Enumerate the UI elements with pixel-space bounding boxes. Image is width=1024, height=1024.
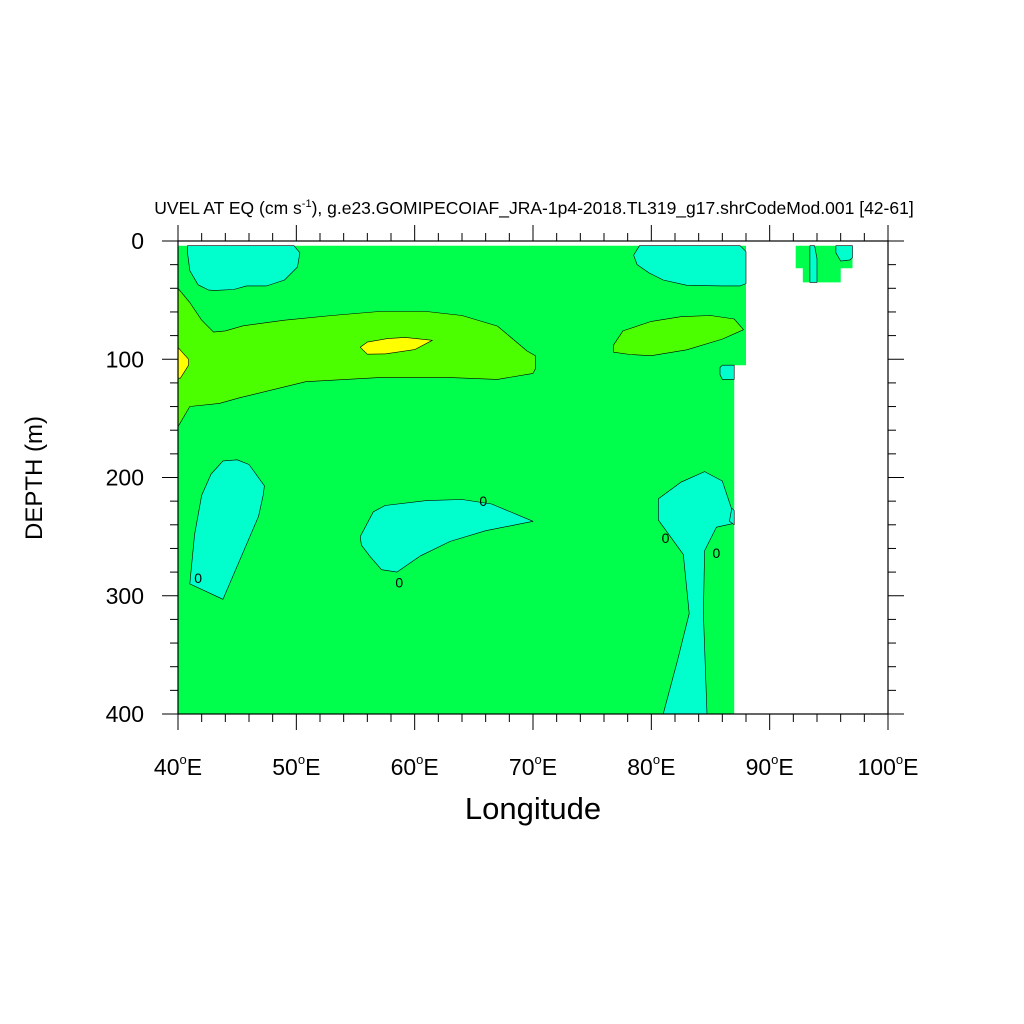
negative-velocity-west-surface xyxy=(187,245,301,291)
negative-velocity-east-deep xyxy=(658,471,734,714)
y-tick-label: 100 xyxy=(106,346,144,372)
strong-westward-core-center xyxy=(359,337,433,355)
negative-velocity-east-mid xyxy=(719,364,735,380)
contour-label-0: 0 xyxy=(194,570,202,586)
svg-text:0: 0 xyxy=(479,493,487,509)
negative-velocity-far-east-a xyxy=(809,245,818,283)
x-tick-label: 50oE xyxy=(272,752,320,780)
x-tick-label: 60oE xyxy=(391,752,439,780)
contour-fills xyxy=(178,245,853,714)
svg-text:0: 0 xyxy=(194,570,202,586)
x-tick-label: 40oE xyxy=(154,752,202,780)
chart-title: UVEL AT EQ (cm s-1), g.e23.GOMIPECOIAF_J… xyxy=(154,198,914,218)
negative-velocity-east-surface xyxy=(633,245,747,287)
negative-velocity-east-edge xyxy=(729,507,735,526)
y-tick-label: 300 xyxy=(106,583,144,609)
axis-ticks xyxy=(162,225,904,730)
y-tick-label: 0 xyxy=(131,228,144,254)
y-axis-label: DEPTH (m) xyxy=(21,416,48,540)
westward-jet-east-band xyxy=(613,315,744,357)
y-tick-label: 400 xyxy=(106,701,144,727)
negative-velocity-far-east-b xyxy=(835,245,853,262)
svg-text:0: 0 xyxy=(395,575,403,591)
negative-velocity-center-deep xyxy=(359,499,534,573)
y-axis-tick-labels: 0 100 200 300 400 xyxy=(106,228,144,727)
y-tick-label: 200 xyxy=(106,465,144,491)
x-tick-label: 70oE xyxy=(509,752,557,780)
negative-velocity-west-deep xyxy=(189,459,265,600)
contour-labels: 0 0 0 0 0 xyxy=(194,493,720,591)
contour-label-1: 0 xyxy=(395,575,403,591)
svg-text:0: 0 xyxy=(662,530,670,546)
x-tick-label: 90oE xyxy=(746,752,794,780)
contour-label-2: 0 xyxy=(479,493,487,509)
westward-jet-band xyxy=(178,287,536,428)
contour-label-4: 0 xyxy=(713,545,721,561)
strong-westward-core-west xyxy=(178,347,189,379)
x-tick-label: 80oE xyxy=(627,752,675,780)
svg-text:0: 0 xyxy=(713,545,721,561)
x-axis-label: Longitude xyxy=(465,791,601,826)
contour-label-3: 0 xyxy=(662,530,670,546)
x-tick-label: 100oE xyxy=(858,752,919,780)
x-axis-tick-labels: 40oE 50oE 60oE 70oE 80oE 90oE 100oE xyxy=(154,752,919,780)
